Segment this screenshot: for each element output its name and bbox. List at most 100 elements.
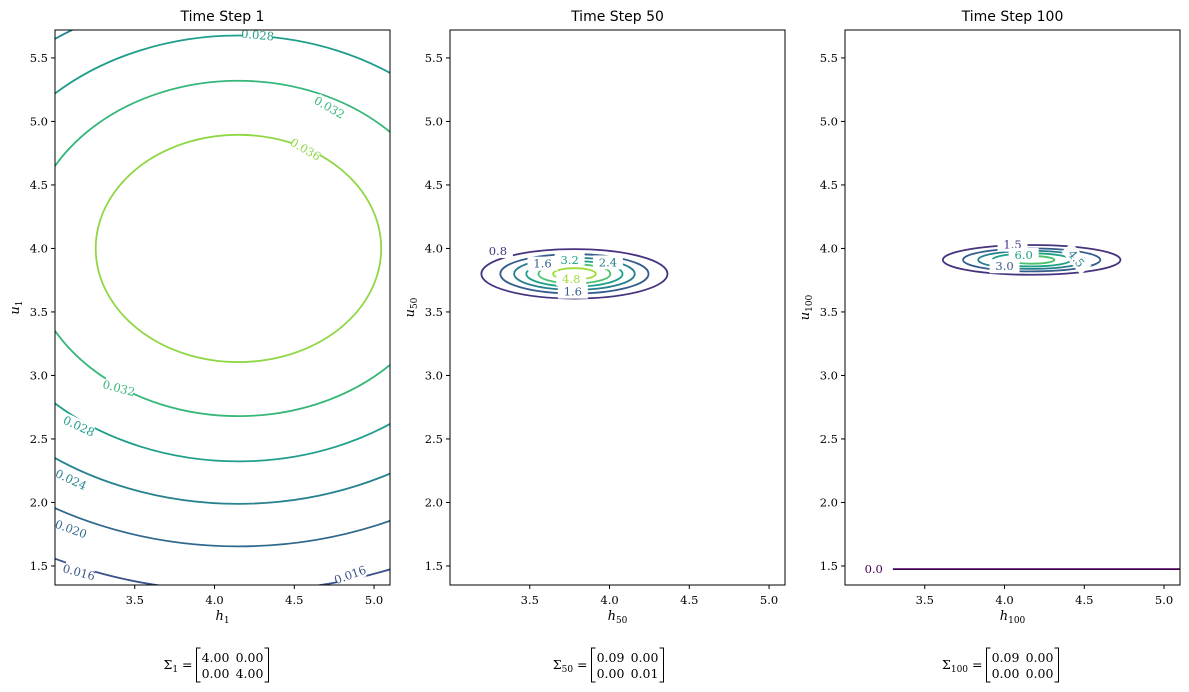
y-axis-var: u [8, 306, 23, 314]
contour-label-bg [333, 563, 367, 587]
contour-label: 0.8 [489, 244, 507, 258]
contour-label-bg [1061, 242, 1092, 275]
x-axis-var: h [1000, 609, 1008, 624]
contour-label-group: 0.036 [288, 135, 324, 164]
sigma-annotation: Σ100 = 0.09 0.000.00 0.00 [942, 647, 1059, 683]
panel-2: 0.81.6 3.2 2.41.64.83.5 4.0 4.5 5.01.52.02.53… [403, 9, 786, 683]
y-tick-label: 3.0 [820, 368, 838, 382]
x-tick-label: 5.0 [365, 593, 383, 607]
contour-line-0.036 [94, 133, 383, 363]
axes-frame [449, 29, 786, 586]
contour-label-bg [557, 284, 588, 299]
x-tick-label: 4.0 [995, 593, 1013, 607]
sigma-eq: = [968, 657, 982, 672]
contour-label-group: 3.2 [554, 252, 585, 267]
contour-line-0.024 [55, 30, 390, 505]
y-axis-label: u50 [403, 297, 420, 317]
contour-label-group: 3.0 [989, 259, 1020, 274]
sigma-symbol: Σ [942, 657, 951, 672]
contour-label: 0.028 [61, 413, 97, 440]
y-tick-label: 2.0 [820, 495, 838, 509]
matrix-left-bracket [196, 647, 201, 683]
contour-label-bg [1008, 247, 1039, 262]
sigma-lhs: Σ50 = [553, 657, 588, 675]
matrix-right-bracket [1054, 647, 1059, 683]
axes-frame [54, 29, 391, 586]
y-tick-label: 2.5 [820, 432, 838, 446]
y-tick-label: 5.0 [30, 114, 48, 128]
contour-label-bg [62, 413, 96, 439]
matrix-cell: 0.00 [631, 650, 659, 665]
x-axis-label: h50 [608, 609, 628, 626]
y-tick-label: 5.0 [820, 114, 838, 128]
sigma-symbol: Σ [553, 657, 562, 672]
y-tick-label: 3.5 [30, 305, 48, 319]
contour-group [892, 244, 1180, 571]
x-tick-label: 4.5 [1075, 593, 1093, 607]
y-tick-label: 5.5 [30, 51, 48, 65]
contour-label: 6.0 [1015, 248, 1033, 262]
x-tick-label: 5.0 [760, 593, 778, 607]
x-tick-label: 4.5 [680, 593, 698, 607]
x-tick-label: 4.0 [600, 593, 618, 607]
contour-label-bg [527, 256, 558, 271]
x-axis-var: h [608, 609, 616, 624]
contour-label-bg [54, 466, 88, 493]
contour-label-bg [482, 243, 513, 258]
contour-label: 0.016 [332, 563, 368, 587]
contour-label-bg [288, 135, 322, 163]
matrix-right-bracket [264, 647, 269, 683]
contour-label: 0.0 [865, 562, 883, 576]
contour-label: 2.4 [599, 255, 617, 269]
contour-label-bg [858, 562, 889, 577]
contour-label-group: 0.016 [332, 563, 368, 587]
y-tick-label: 4.5 [820, 178, 838, 192]
sigma-symbol: Σ [163, 657, 172, 672]
x-axis-sub: 100 [1008, 616, 1025, 626]
contour-label-group: 0.0 [858, 562, 889, 577]
axes-frame [844, 29, 1181, 586]
x-tick-label: 4.0 [205, 593, 223, 607]
contour-label-group: 0.028 [61, 413, 97, 440]
contour-label: 0.024 [53, 466, 89, 493]
sigma-lhs: Σ1 = [163, 657, 192, 675]
y-tick-label: 2.5 [30, 432, 48, 446]
contour-line-0.028 [55, 34, 390, 463]
matrix-cell: 0.00 [1026, 666, 1054, 681]
contour-label: 0.032 [101, 377, 136, 399]
contour-label-bg [556, 271, 587, 286]
x-tick-label: 4.5 [285, 593, 303, 607]
matrix-cell: 4.00 [202, 650, 230, 665]
x-axis-var: h [215, 609, 223, 624]
contour-label-group: 2.4 [592, 255, 623, 270]
y-axis-sub: 1 [15, 300, 25, 306]
y-tick-label: 3.5 [425, 305, 443, 319]
matrix-right-bracket [659, 647, 664, 683]
contour-label-group: 0.8 [482, 243, 513, 258]
y-tick-label: 4.0 [820, 241, 838, 255]
contour-label: 1.6 [533, 257, 551, 271]
matrix-cell: 0.09 [992, 650, 1020, 665]
contour-label: 0.028 [241, 27, 275, 44]
x-axis-sub: 1 [224, 616, 230, 626]
y-tick-label: 4.0 [425, 241, 443, 255]
x-tick-label: 5.0 [1155, 593, 1173, 607]
contour-label: 4.8 [562, 272, 580, 286]
y-tick-label: 3.0 [425, 368, 443, 382]
panel-title: Time Step 1 [180, 9, 265, 25]
x-axis-sub: 50 [616, 616, 628, 626]
contour-label: 1.6 [564, 285, 582, 299]
contour-line-0.032 [55, 79, 390, 417]
sigma-eq: = [573, 657, 587, 672]
contour-label-group: 1.6 [557, 284, 588, 299]
sigma-annotation: Σ50 = 0.09 0.000.00 0.01 [553, 647, 664, 683]
y-tick-label: 1.5 [30, 559, 48, 573]
contour-label: 0.036 [288, 135, 324, 164]
panel-title: Time Step 50 [570, 9, 664, 25]
y-tick-label: 5.5 [425, 51, 443, 65]
x-tick-label: 3.5 [521, 593, 539, 607]
y-tick-label: 4.5 [30, 178, 48, 192]
panel-title: Time Step 100 [961, 9, 1064, 25]
y-tick-label: 4.0 [30, 241, 48, 255]
